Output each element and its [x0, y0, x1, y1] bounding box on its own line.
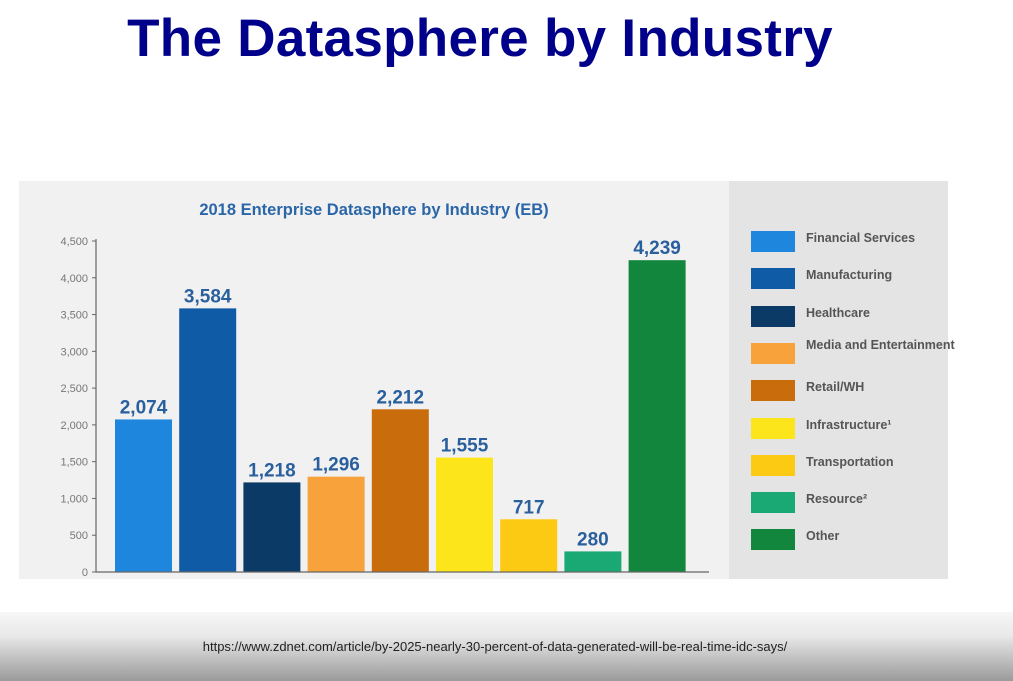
data-label: 1,218: [248, 460, 296, 481]
data-label: 280: [577, 529, 609, 550]
y-tick-label: 3,500: [60, 310, 88, 322]
y-tick-label: 0: [82, 567, 88, 579]
legend-label: Healthcare: [806, 305, 870, 320]
legend-label: Other: [806, 529, 840, 544]
bar: [179, 308, 237, 572]
data-label: 2,074: [120, 397, 168, 418]
y-tick-label: 4,000: [60, 273, 88, 285]
y-tick-label: 1,500: [60, 457, 88, 469]
legend-label: Retail/WH: [806, 380, 865, 395]
legend-swatch: [751, 417, 795, 439]
legend-swatch: [751, 454, 795, 476]
data-label: 3,584: [184, 286, 232, 307]
legend-swatch: [751, 529, 795, 551]
source-url: https://www.zdnet.com/article/by-2025-ne…: [202, 639, 788, 654]
legend-label: Media and Entertainment: [806, 337, 955, 352]
bar: [436, 457, 493, 572]
legend-swatch: [751, 342, 795, 364]
bar: [628, 260, 686, 572]
data-label: 4,239: [633, 238, 681, 259]
bar: [564, 551, 622, 572]
bar: [243, 482, 301, 572]
y-tick-label: 2,500: [60, 383, 88, 395]
y-tick-label: 500: [70, 530, 88, 542]
legend-swatch: [751, 305, 795, 327]
slide-title: The Datasphere by Industry: [127, 9, 833, 68]
bar: [115, 419, 172, 572]
bar: [500, 519, 558, 572]
bar-chart-plot: 0 500 1,000 1,500 2,000 2,500 3,000 3,500 4,000 4…: [60, 236, 709, 579]
y-tick-label: 2,000: [60, 420, 88, 432]
legend-label: Manufacturing: [806, 268, 893, 283]
footer-bar: https://www.zdnet.com/article/by-2025-ne…: [0, 612, 1013, 681]
data-label: 717: [513, 497, 545, 518]
chart-legend: Financial Services Manufacturing Healthcar…: [729, 181, 955, 579]
chart-panel: 2018 Enterprise Datasphere by Industry (…: [19, 181, 729, 579]
legend-swatch: [751, 380, 795, 402]
legend-swatch: [751, 231, 795, 252]
y-tick-label: 3,000: [60, 346, 88, 358]
y-tick-label: 4,500: [60, 236, 88, 248]
legend-label: Resource²: [806, 492, 868, 507]
bar: [371, 409, 429, 572]
legend-label: Infrastructure¹: [806, 417, 892, 432]
data-label: 2,212: [377, 387, 425, 408]
data-label: 1,296: [312, 455, 360, 476]
legend-label: Transportation: [806, 454, 894, 469]
legend-label: Financial Services: [806, 231, 916, 245]
legend-swatch: [751, 268, 795, 290]
legend-swatch: [751, 492, 795, 514]
chart-title: 2018 Enterprise Datasphere by Industry (…: [199, 201, 549, 219]
data-label: 1,555: [441, 436, 489, 457]
y-tick-label: 1,000: [60, 493, 88, 505]
bar: [307, 476, 365, 572]
